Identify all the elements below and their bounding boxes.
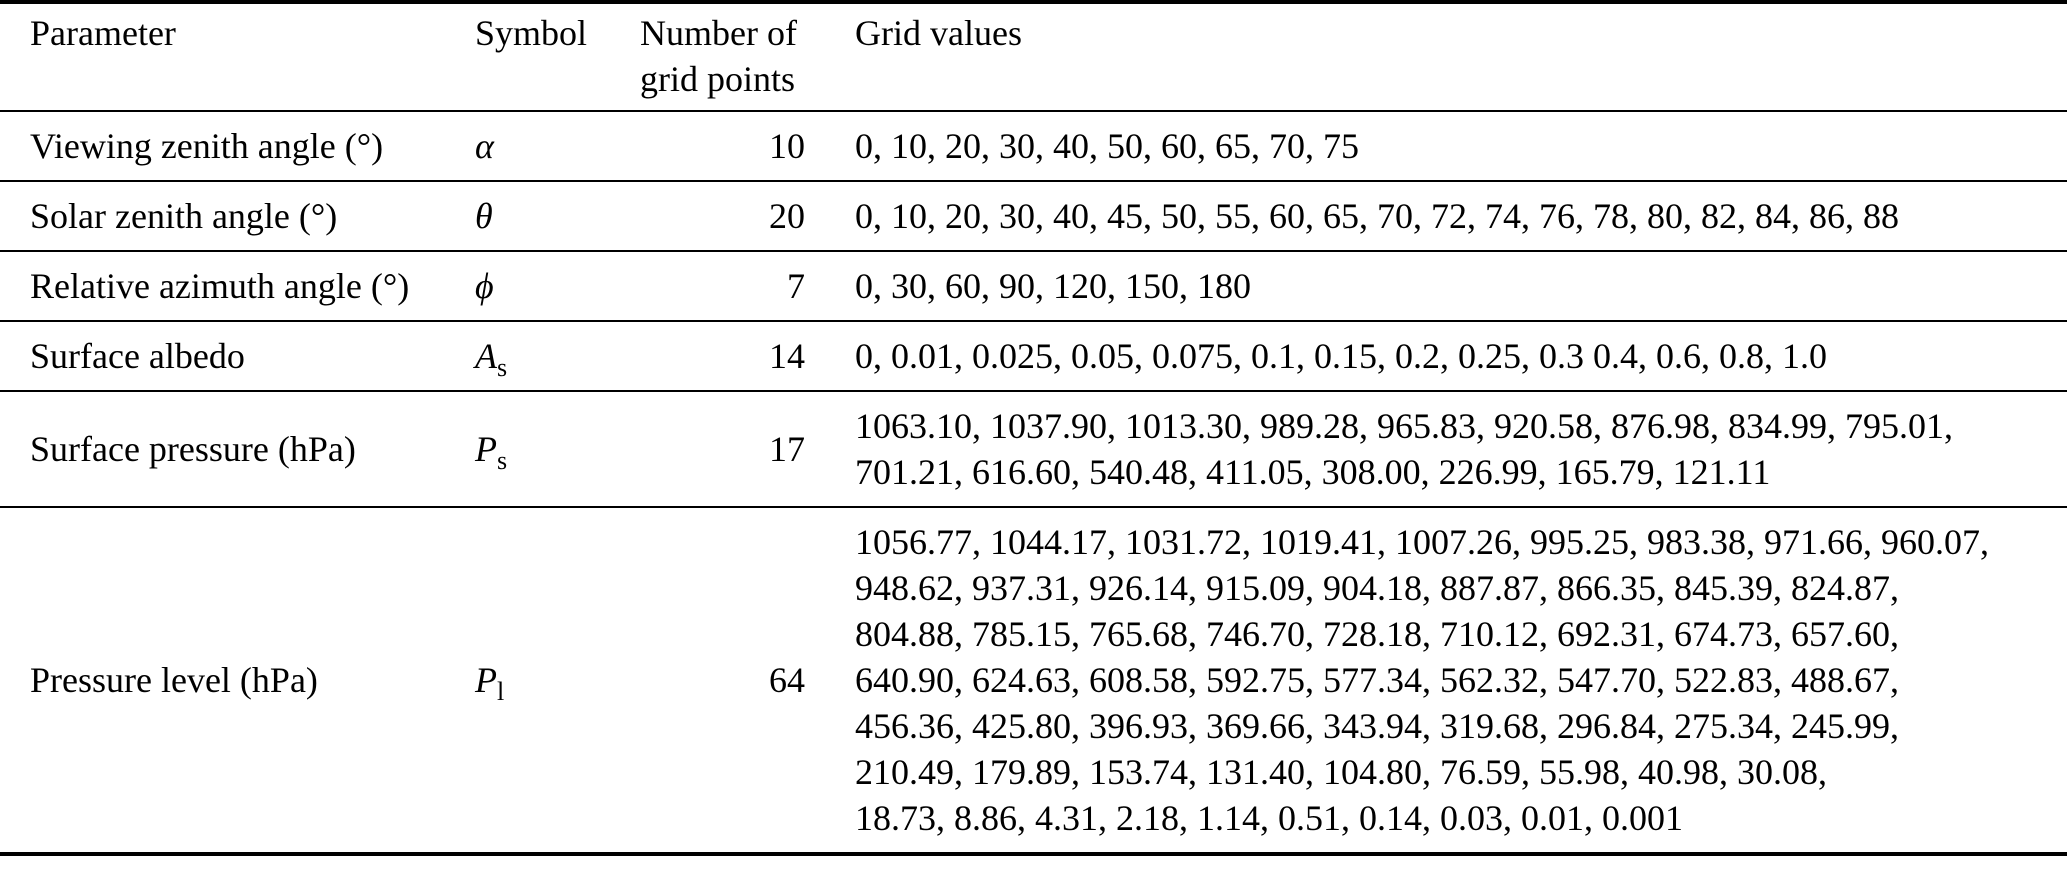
grid-values: 1056.77, 1044.17, 1031.72, 1019.41, 1007…: [855, 522, 1989, 838]
table-row: Relative azimuth angle (°) ϕ 7 0, 30, 60…: [0, 251, 2067, 322]
col-header-grid-values: Grid values: [815, 2, 2067, 112]
parameter-name: Relative azimuth angle (°): [0, 251, 475, 322]
col-header-num-grid-points: Number of grid points: [640, 2, 815, 112]
table-row: Solar zenith angle (°) θ 20 0, 10, 20, 3…: [0, 181, 2067, 252]
parameter-symbol: Ps: [475, 391, 640, 508]
col-header-symbol: Symbol: [475, 2, 640, 112]
parameter-name: Surface pressure (hPa): [0, 391, 475, 508]
symbol-subscript: s: [497, 446, 508, 476]
grid-values: 1063.10, 1037.90, 1013.30, 989.28, 965.8…: [815, 391, 2067, 508]
parameter-name: Surface albedo: [0, 321, 475, 392]
parameter-symbol: α: [475, 111, 640, 182]
parameter-name: Viewing zenith angle (°): [0, 111, 475, 182]
parameter-symbol: As: [475, 321, 640, 392]
table-row: Pressure level (hPa) Pl 64 1056.77, 1044…: [0, 507, 2067, 854]
parameter-name: Solar zenith angle (°): [0, 181, 475, 252]
grid-point-count: 64: [769, 660, 805, 700]
grid-point-count: 14: [640, 321, 815, 392]
header-row: Parameter Symbol Number of grid points G…: [0, 2, 2067, 112]
grid-point-count: 20: [640, 181, 815, 252]
table-header: Parameter Symbol Number of grid points G…: [0, 2, 2067, 112]
parameter-symbol: ϕ: [475, 251, 640, 322]
symbol-base: P: [475, 660, 497, 700]
symbol-base: A: [475, 336, 497, 376]
grid-values: 0, 30, 60, 90, 120, 150, 180: [815, 251, 2067, 322]
parameter-name: Pressure level (hPa): [30, 660, 318, 700]
symbol-base: θ: [475, 196, 493, 236]
grid-values: 0, 10, 20, 30, 40, 50, 60, 65, 70, 75: [815, 111, 2067, 182]
symbol-subscript: l: [497, 677, 505, 707]
parameter-symbol: Pl: [475, 507, 640, 854]
table-row: Surface pressure (hPa) Ps 17 1063.10, 10…: [0, 391, 2067, 508]
grid-point-count: 7: [640, 251, 815, 322]
table-row: Surface albedo As 14 0, 0.01, 0.025, 0.0…: [0, 321, 2067, 392]
grid-point-count: 10: [640, 111, 815, 182]
grid-point-count: 17: [640, 391, 815, 508]
col-header-parameter: Parameter: [0, 2, 475, 112]
table-body: Viewing zenith angle (°) α 10 0, 10, 20,…: [0, 111, 2067, 854]
symbol-subscript: s: [497, 353, 508, 383]
parameter-symbol: θ: [475, 181, 640, 252]
grid-values: 0, 0.01, 0.025, 0.05, 0.075, 0.1, 0.15, …: [815, 321, 2067, 392]
symbol-base: P: [475, 429, 497, 469]
grid-values: 0, 10, 20, 30, 40, 45, 50, 55, 60, 65, 7…: [815, 181, 2067, 252]
symbol-base: ϕ: [475, 266, 494, 306]
symbol-base: α: [475, 126, 494, 166]
table-row: Viewing zenith angle (°) α 10 0, 10, 20,…: [0, 111, 2067, 182]
